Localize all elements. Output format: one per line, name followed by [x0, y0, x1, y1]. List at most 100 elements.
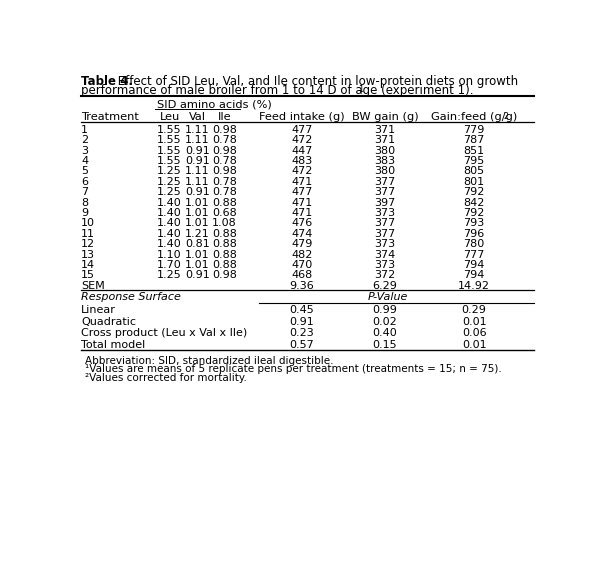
Text: Total model: Total model [81, 340, 145, 350]
Text: 1.40: 1.40 [157, 229, 182, 239]
Text: 0.78: 0.78 [212, 177, 237, 187]
Text: 1.11: 1.11 [185, 177, 210, 187]
Text: 477: 477 [292, 125, 313, 135]
Text: 0.78: 0.78 [212, 135, 237, 145]
Text: 794: 794 [463, 260, 485, 270]
Text: 4: 4 [81, 156, 88, 166]
Text: 787: 787 [463, 135, 485, 145]
Text: 0.88: 0.88 [212, 239, 237, 249]
Text: 0.91: 0.91 [290, 317, 314, 327]
Text: 377: 377 [374, 187, 395, 197]
Text: 0.29: 0.29 [461, 305, 487, 315]
Text: 1.01: 1.01 [185, 260, 210, 270]
Text: 1: 1 [81, 125, 88, 135]
Text: 373: 373 [374, 208, 395, 218]
Text: BW gain (g): BW gain (g) [352, 112, 418, 121]
Text: 0.68: 0.68 [212, 208, 237, 218]
Text: 1.70: 1.70 [157, 260, 182, 270]
Text: 470: 470 [292, 260, 313, 270]
Text: 0.88: 0.88 [212, 260, 237, 270]
Text: Gain:feed (g/g): Gain:feed (g/g) [431, 112, 517, 121]
Text: 0.98: 0.98 [212, 146, 237, 155]
Text: 6: 6 [81, 177, 88, 187]
Text: 1: 1 [358, 85, 363, 94]
Text: 371: 371 [374, 135, 395, 145]
Text: SEM: SEM [81, 281, 105, 291]
Text: 796: 796 [464, 229, 485, 239]
Text: 1.21: 1.21 [185, 229, 210, 239]
Text: 792: 792 [463, 208, 485, 218]
Text: SID amino acids (%): SID amino acids (%) [157, 99, 272, 110]
Text: 0.78: 0.78 [212, 187, 237, 197]
Text: 0.02: 0.02 [373, 317, 397, 327]
Text: 1.40: 1.40 [157, 239, 182, 249]
Text: ²Values corrected for mortality.: ²Values corrected for mortality. [85, 373, 247, 383]
Text: 0.01: 0.01 [462, 317, 487, 327]
Text: 472: 472 [292, 166, 313, 176]
Text: 383: 383 [374, 156, 395, 166]
Text: 9: 9 [81, 208, 88, 218]
Text: 842: 842 [463, 198, 485, 207]
Text: 793: 793 [464, 218, 485, 228]
Text: 0.06: 0.06 [462, 328, 487, 338]
Text: 0.81: 0.81 [185, 239, 210, 249]
Text: 14: 14 [81, 260, 95, 270]
Text: P-Value: P-Value [368, 292, 408, 302]
Text: 0.98: 0.98 [212, 270, 237, 280]
Text: 9.36: 9.36 [290, 281, 314, 291]
Text: 0.98: 0.98 [212, 125, 237, 135]
Text: 0.40: 0.40 [373, 328, 397, 338]
Text: 397: 397 [374, 198, 395, 207]
Text: 1.08: 1.08 [212, 218, 237, 228]
Text: 1.11: 1.11 [185, 125, 210, 135]
Text: 0.91: 0.91 [185, 156, 210, 166]
Text: 471: 471 [292, 198, 313, 207]
Text: 374: 374 [374, 250, 395, 259]
Text: Leu: Leu [160, 112, 179, 121]
Text: 377: 377 [374, 218, 395, 228]
Text: ¹Values are means of 5 replicate pens per treatment (treatments = 15; n = 75).: ¹Values are means of 5 replicate pens pe… [85, 364, 502, 374]
Text: 1.25: 1.25 [157, 270, 182, 280]
Text: 482: 482 [292, 250, 313, 259]
Text: 1.55: 1.55 [157, 146, 182, 155]
Text: Abbreviation: SID, standardized ileal digestible.: Abbreviation: SID, standardized ileal di… [85, 356, 334, 366]
Text: 15: 15 [81, 270, 95, 280]
Text: 477: 477 [292, 187, 313, 197]
Text: 0.91: 0.91 [185, 187, 210, 197]
Text: 380: 380 [374, 146, 395, 155]
Text: 792: 792 [463, 187, 485, 197]
Text: Linear: Linear [81, 305, 116, 315]
Text: 471: 471 [292, 177, 313, 187]
Text: 0.91: 0.91 [185, 270, 210, 280]
Text: 1.40: 1.40 [157, 208, 182, 218]
Text: 476: 476 [292, 218, 313, 228]
Text: 373: 373 [374, 260, 395, 270]
Text: 0.88: 0.88 [212, 198, 237, 207]
Text: 3: 3 [81, 146, 88, 155]
Text: 10: 10 [81, 218, 95, 228]
Text: Treatment: Treatment [81, 112, 139, 121]
Text: 371: 371 [374, 125, 395, 135]
Text: 474: 474 [292, 229, 313, 239]
Text: 479: 479 [292, 239, 313, 249]
Text: Feed intake (g): Feed intake (g) [259, 112, 345, 121]
Text: 13: 13 [81, 250, 95, 259]
Text: 0.88: 0.88 [212, 229, 237, 239]
Text: 0.57: 0.57 [290, 340, 314, 350]
Text: 12: 12 [81, 239, 95, 249]
Text: 372: 372 [374, 270, 395, 280]
Text: 1.25: 1.25 [157, 166, 182, 176]
Text: 377: 377 [374, 229, 395, 239]
Text: 801: 801 [464, 177, 485, 187]
Text: 7: 7 [81, 187, 88, 197]
Text: 1.40: 1.40 [157, 198, 182, 207]
Text: 373: 373 [374, 239, 395, 249]
Text: 380: 380 [374, 166, 395, 176]
Text: 1.01: 1.01 [185, 250, 210, 259]
Text: 1.10: 1.10 [157, 250, 182, 259]
Text: 0.99: 0.99 [373, 305, 397, 315]
Text: 483: 483 [292, 156, 313, 166]
Text: 1.55: 1.55 [157, 125, 182, 135]
Text: 447: 447 [292, 146, 313, 155]
Text: Response Surface: Response Surface [81, 292, 181, 302]
